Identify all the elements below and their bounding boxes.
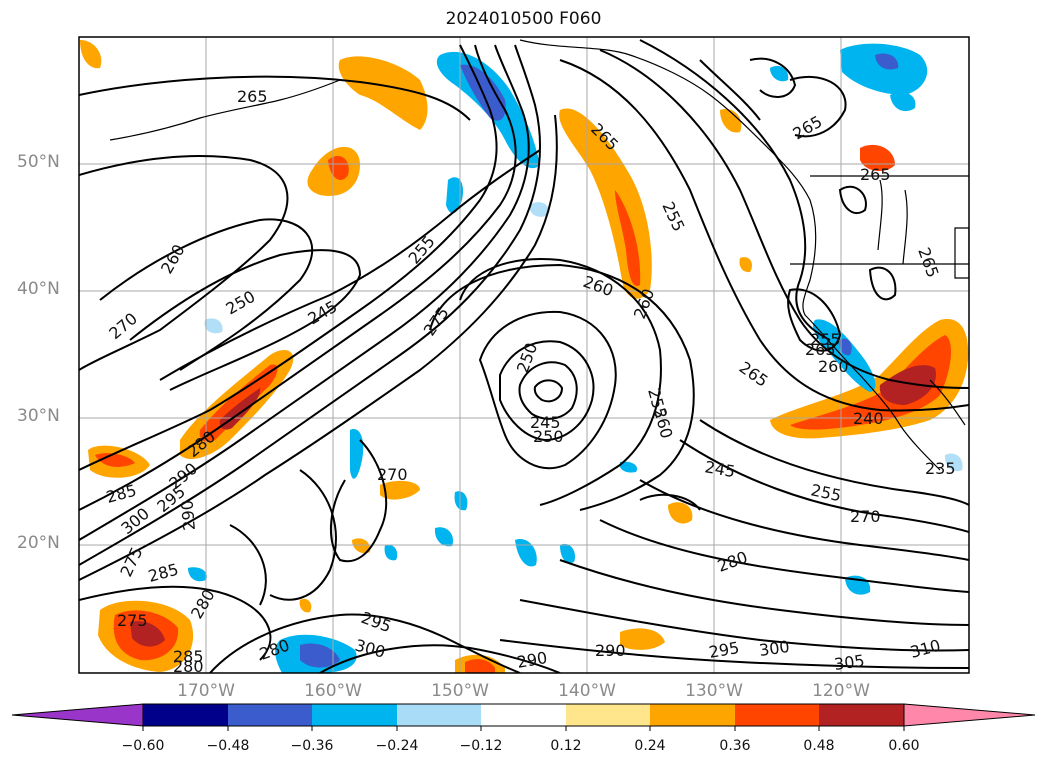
height-contours <box>79 39 969 673</box>
graticule <box>79 37 969 673</box>
colorbar-tick-label: 0.60 <box>888 738 920 754</box>
contour-label: 250 <box>533 427 564 446</box>
contour-label: 265 <box>860 165 891 184</box>
contour-label: 285 <box>173 647 204 666</box>
colorbar <box>11 703 1036 731</box>
colorbar-frame <box>142 703 905 727</box>
contour-label: 265 <box>805 340 836 359</box>
lon-label: 160°W <box>304 681 362 701</box>
colorbar-bin <box>397 704 481 726</box>
lon-label: 140°W <box>558 681 616 701</box>
contour-label: 270 <box>850 507 881 526</box>
contour-label: 300 <box>758 637 791 660</box>
light-blue-shading <box>204 202 963 472</box>
coastlines <box>109 39 969 471</box>
lat-label: 20°N <box>17 533 60 553</box>
colorbar-tick-label: −0.24 <box>375 738 419 754</box>
contour-label: 235 <box>925 459 956 478</box>
map-frame <box>78 36 970 674</box>
colorbar-bin <box>566 704 650 726</box>
contour-label: 255 <box>810 330 841 349</box>
contour-label: 275 <box>117 611 148 630</box>
contour-label: 290 <box>595 641 626 660</box>
lon-label: 130°W <box>685 681 743 701</box>
contour-label: 265 <box>237 87 268 106</box>
colorbar-tick-label: 0.48 <box>803 738 835 754</box>
colorbar-bin <box>735 704 819 726</box>
positive-shading <box>80 40 969 673</box>
contour-label: 260 <box>818 357 849 376</box>
contour-label: 240 <box>853 409 884 428</box>
contour-label: 290 <box>177 499 199 531</box>
lon-label: 170°W <box>177 681 235 701</box>
colorbar-high-extension <box>903 703 1036 727</box>
colorbar-tick-label: 0.24 <box>634 738 666 754</box>
colorbar-bin <box>819 704 904 726</box>
contour-label: 270 <box>377 465 408 484</box>
colorbar-tick-label: −0.12 <box>459 738 503 754</box>
colorbar-low-extension <box>11 703 144 727</box>
contour-label: 305 <box>833 651 866 674</box>
colorbar-tick-label: 0.36 <box>719 738 751 754</box>
colorbar-bin <box>650 704 735 726</box>
lat-label: 40°N <box>17 279 60 299</box>
colorbar-bin <box>143 704 228 726</box>
lat-label: 50°N <box>17 152 60 172</box>
lat-label: 30°N <box>17 406 60 426</box>
colorbar-bin <box>312 704 397 726</box>
colorbar-tick-label: −0.48 <box>206 738 250 754</box>
colorbar-tick-label: 0.12 <box>550 738 582 754</box>
lon-label: 120°W <box>812 681 870 701</box>
contour-label: 280 <box>173 657 204 676</box>
colorbar-bin <box>228 704 312 726</box>
colorbar-tick-label: −0.60 <box>121 738 165 754</box>
map-title: 2024010500 F060 <box>445 9 602 29</box>
colorbar-bin <box>481 704 566 726</box>
colorbar-tick-label: −0.36 <box>290 738 334 754</box>
contour-label: 245 <box>530 413 561 432</box>
lon-label: 150°W <box>431 681 489 701</box>
